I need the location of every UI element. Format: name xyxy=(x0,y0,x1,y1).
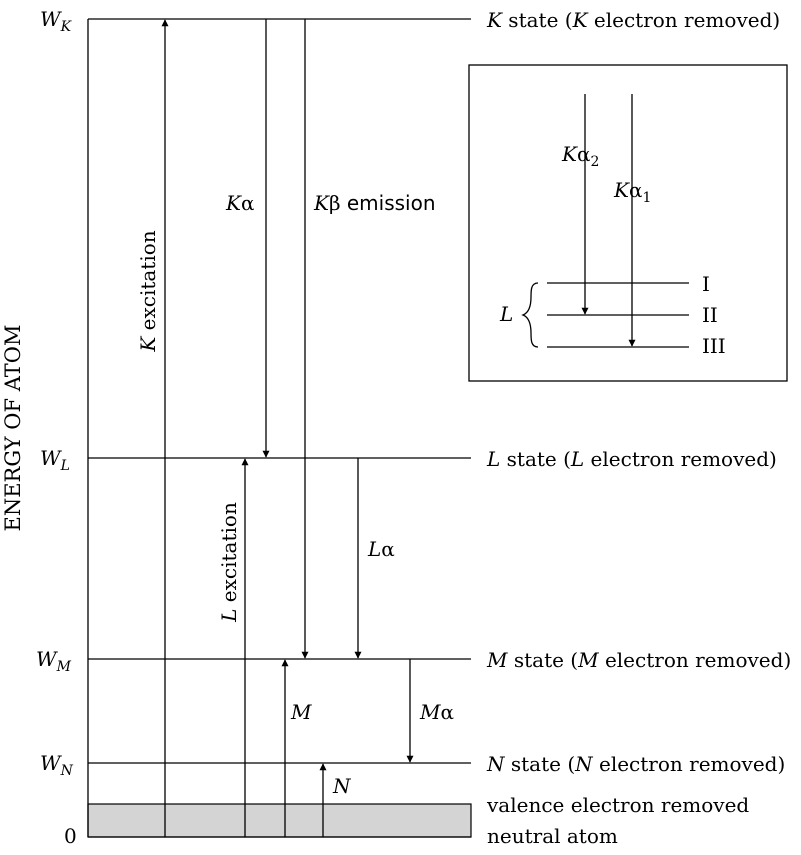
valence-band xyxy=(87,803,472,838)
inset-sublevel-label-i: I xyxy=(702,272,710,296)
neutral-atom-label: neutral atom xyxy=(487,824,618,848)
k-beta-label: Kβ emission xyxy=(313,191,436,215)
inset-k-alpha2-label: Kα2 xyxy=(561,142,599,170)
level-label-wm: WM xyxy=(36,647,72,675)
inset-box xyxy=(468,64,788,382)
y-axis-label: ENERGY OF ATOM xyxy=(1,325,25,532)
inset-k-alpha1-label: Kα1 xyxy=(613,178,651,206)
l-alpha-label: Lα xyxy=(367,537,395,561)
inset-sublevel-label-ii: II xyxy=(702,303,718,327)
inset-l-label: L xyxy=(499,302,513,326)
inset-sublevel-label-iii: III xyxy=(702,334,726,358)
state-label-n: N state (N electron removed) xyxy=(486,752,785,776)
zero-label: 0 xyxy=(64,824,77,848)
state-label-k: K state (K electron removed) xyxy=(486,8,780,32)
l-excitation-label: L excitation xyxy=(217,502,241,623)
level-label-wn: WN xyxy=(40,751,74,779)
n-transition-label: N xyxy=(332,774,352,798)
inset-l-brace xyxy=(521,282,539,348)
state-label-l: L state (L electron removed) xyxy=(486,447,777,471)
state-label-m: M state (M electron removed) xyxy=(486,648,791,672)
k-excitation-label: K excitation xyxy=(136,230,160,352)
k-alpha-label: Kα xyxy=(225,191,254,215)
valence-label: valence electron removed xyxy=(486,793,749,817)
m-transition-label: M xyxy=(290,700,312,724)
level-label-wl: WL xyxy=(40,446,70,474)
m-alpha-label: Mα xyxy=(419,700,454,724)
level-label-wk: WK xyxy=(40,7,73,35)
